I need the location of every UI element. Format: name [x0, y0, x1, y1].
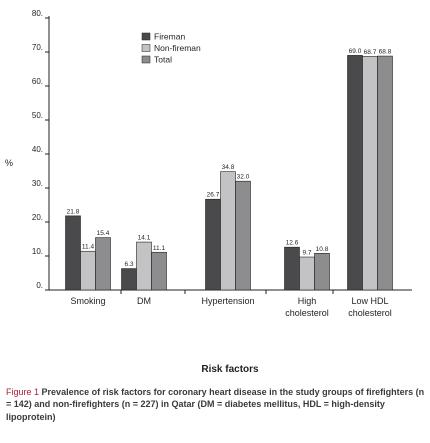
bar-value-label: 26.7 — [207, 192, 220, 199]
x-axis-label: Risk factors — [201, 364, 259, 375]
y-axis-label: % — [5, 158, 13, 168]
bar — [235, 180, 251, 291]
bar-value-label: 10.8 — [316, 246, 329, 253]
bar — [362, 56, 378, 291]
bar-value-label: 15.4 — [97, 230, 110, 237]
y-tick-label: 80. — [32, 9, 43, 18]
legend-swatch — [141, 32, 151, 41]
x-tick-label: High — [298, 296, 317, 306]
bar — [136, 241, 152, 291]
bar-value-label: 11.1 — [153, 245, 166, 252]
x-tick-label: Smoking — [70, 296, 105, 306]
bar-value-label: 68.7 — [364, 49, 377, 56]
bar — [347, 55, 363, 291]
figure-caption-text: Prevalence of risk factors for coronary … — [6, 387, 425, 422]
legend-swatch — [141, 44, 151, 52]
bar — [314, 252, 330, 291]
legend-label: Total — [154, 55, 172, 65]
legend-swatch — [141, 55, 151, 64]
bar-value-label: 6.3 — [124, 261, 133, 268]
bar-value-label: 9.7 — [302, 250, 311, 257]
chart-bar-labels: 21.8 11.415.4 6.3 14.111.1 26.7 34.832.0 12.69… — [67, 48, 392, 268]
legend-label: Non-fireman — [154, 43, 201, 53]
y-tick-label: 20. — [32, 213, 43, 222]
x-tick-label: Low HDL — [351, 296, 388, 306]
x-tick-label: Hypertension — [201, 296, 254, 306]
bar-value-label: 68.8 — [379, 49, 392, 56]
y-tick-label: 30. — [32, 179, 43, 188]
bar-value-label: 12.6 — [286, 240, 299, 247]
chart-category-labels: Smoking DM Hypertension High cholesterol Low … — [70, 296, 391, 318]
y-tick-label: 70. — [32, 43, 43, 52]
bar — [95, 237, 111, 291]
figure-caption-lead: Figure 1 — [6, 387, 40, 397]
bar — [284, 246, 300, 291]
y-tick-label: 50. — [32, 111, 43, 120]
figure-caption: Figure 1 Prevalence of risk factors for … — [6, 386, 426, 423]
bar — [299, 256, 315, 291]
bar — [205, 198, 221, 291]
bar-value-label: 32.0 — [237, 174, 250, 181]
bar-value-label: 21.8 — [67, 208, 80, 215]
bar-value-label: 14.1 — [138, 235, 151, 242]
legend-label: Fireman — [154, 32, 185, 42]
chart: 0. 10. 20. 30. 40. 50. 60. 70. 80. 21.8 11.415.4 6… — [5, 9, 412, 375]
chart-bars — [65, 55, 393, 291]
y-tick-label: 40. — [32, 145, 43, 154]
y-tick-label: 60. — [32, 77, 43, 86]
bar-value-label: 11.4 — [82, 244, 95, 251]
bar-value-label: 69.0 — [349, 48, 362, 55]
y-tick-label: 0. — [36, 281, 43, 290]
y-tick-label: 10. — [32, 247, 43, 256]
x-tick-label: cholesterol — [348, 308, 392, 318]
bar — [121, 268, 137, 291]
x-tick-label: DM — [137, 296, 151, 306]
x-tick-label: cholesterol — [285, 308, 329, 318]
bar — [80, 250, 96, 291]
bar-value-label: 34.8 — [222, 164, 235, 171]
bar — [65, 215, 81, 291]
bar — [151, 251, 167, 291]
bar — [377, 55, 393, 291]
bar — [220, 171, 236, 291]
